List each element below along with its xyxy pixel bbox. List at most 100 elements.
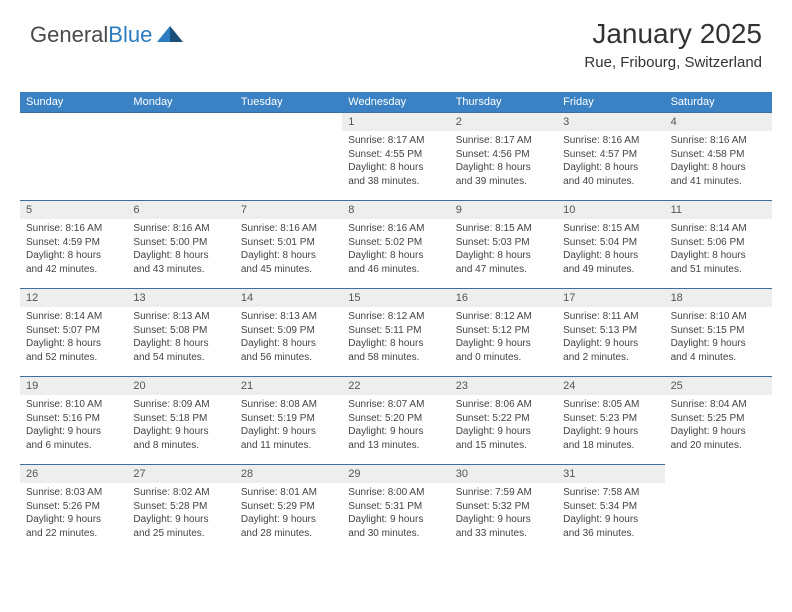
day-cell: 24Sunrise: 8:05 AMSunset: 5:23 PMDayligh… xyxy=(557,376,664,464)
sunrise-line: Sunrise: 8:09 AM xyxy=(133,398,228,412)
day-info: Sunrise: 8:15 AMSunset: 5:03 PMDaylight:… xyxy=(450,219,557,282)
sunset-line: Sunset: 5:19 PM xyxy=(241,412,336,426)
daylight-line1: Daylight: 9 hours xyxy=(563,337,658,351)
sunrise-line: Sunrise: 8:13 AM xyxy=(133,310,228,324)
daylight-line1: Daylight: 9 hours xyxy=(133,425,228,439)
day-cell: 16Sunrise: 8:12 AMSunset: 5:12 PMDayligh… xyxy=(450,288,557,376)
sunset-line: Sunset: 5:34 PM xyxy=(563,500,658,514)
day-number: 15 xyxy=(342,289,449,307)
day-number: 22 xyxy=(342,377,449,395)
day-cell: 22Sunrise: 8:07 AMSunset: 5:20 PMDayligh… xyxy=(342,376,449,464)
day-number: 9 xyxy=(450,201,557,219)
daylight-line1: Daylight: 8 hours xyxy=(671,161,766,175)
day-info: Sunrise: 8:08 AMSunset: 5:19 PMDaylight:… xyxy=(235,395,342,458)
weekday-label: Saturday xyxy=(665,92,772,112)
daylight-line1: Daylight: 9 hours xyxy=(348,425,443,439)
sunrise-line: Sunrise: 8:02 AM xyxy=(133,486,228,500)
day-info: Sunrise: 8:16 AMSunset: 4:59 PMDaylight:… xyxy=(20,219,127,282)
sunrise-line: Sunrise: 7:59 AM xyxy=(456,486,551,500)
calendar: SundayMondayTuesdayWednesdayThursdayFrid… xyxy=(20,92,772,552)
day-number: 12 xyxy=(20,289,127,307)
day-info: Sunrise: 8:13 AMSunset: 5:09 PMDaylight:… xyxy=(235,307,342,370)
sunset-line: Sunset: 4:55 PM xyxy=(348,148,443,162)
sunset-line: Sunset: 4:59 PM xyxy=(26,236,121,250)
day-number: 2 xyxy=(450,113,557,131)
daylight-line1: Daylight: 9 hours xyxy=(671,425,766,439)
daylight-line1: Daylight: 9 hours xyxy=(241,425,336,439)
day-info: Sunrise: 8:12 AMSunset: 5:11 PMDaylight:… xyxy=(342,307,449,370)
daylight-line2: and 20 minutes. xyxy=(671,439,766,453)
day-cell: 9Sunrise: 8:15 AMSunset: 5:03 PMDaylight… xyxy=(450,200,557,288)
day-info: Sunrise: 8:05 AMSunset: 5:23 PMDaylight:… xyxy=(557,395,664,458)
sunset-line: Sunset: 5:09 PM xyxy=(241,324,336,338)
day-info: Sunrise: 7:59 AMSunset: 5:32 PMDaylight:… xyxy=(450,483,557,546)
sunrise-line: Sunrise: 8:12 AM xyxy=(456,310,551,324)
sunrise-line: Sunrise: 8:10 AM xyxy=(26,398,121,412)
daylight-line2: and 43 minutes. xyxy=(133,263,228,277)
sunrise-line: Sunrise: 8:15 AM xyxy=(456,222,551,236)
sunrise-line: Sunrise: 8:16 AM xyxy=(671,134,766,148)
day-number: 10 xyxy=(557,201,664,219)
sunrise-line: Sunrise: 8:16 AM xyxy=(563,134,658,148)
day-info: Sunrise: 8:16 AMSunset: 4:57 PMDaylight:… xyxy=(557,131,664,194)
daylight-line2: and 40 minutes. xyxy=(563,175,658,189)
sunrise-line: Sunrise: 7:58 AM xyxy=(563,486,658,500)
daylight-line2: and 4 minutes. xyxy=(671,351,766,365)
day-info: Sunrise: 8:00 AMSunset: 5:31 PMDaylight:… xyxy=(342,483,449,546)
day-cell: 25Sunrise: 8:04 AMSunset: 5:25 PMDayligh… xyxy=(665,376,772,464)
day-cell: 19Sunrise: 8:10 AMSunset: 5:16 PMDayligh… xyxy=(20,376,127,464)
weekday-label: Tuesday xyxy=(235,92,342,112)
sunset-line: Sunset: 5:02 PM xyxy=(348,236,443,250)
sunset-line: Sunset: 5:12 PM xyxy=(456,324,551,338)
sunrise-line: Sunrise: 8:16 AM xyxy=(241,222,336,236)
sunrise-line: Sunrise: 8:00 AM xyxy=(348,486,443,500)
day-cell: 26Sunrise: 8:03 AMSunset: 5:26 PMDayligh… xyxy=(20,464,127,552)
day-number: 16 xyxy=(450,289,557,307)
day-number: 26 xyxy=(20,465,127,483)
day-info: Sunrise: 8:06 AMSunset: 5:22 PMDaylight:… xyxy=(450,395,557,458)
daylight-line1: Daylight: 9 hours xyxy=(348,513,443,527)
daylight-line1: Daylight: 9 hours xyxy=(26,513,121,527)
day-cell: 29Sunrise: 8:00 AMSunset: 5:31 PMDayligh… xyxy=(342,464,449,552)
sunrise-line: Sunrise: 8:07 AM xyxy=(348,398,443,412)
empty-day-cell xyxy=(235,112,342,200)
sunset-line: Sunset: 5:03 PM xyxy=(456,236,551,250)
sunrise-line: Sunrise: 8:04 AM xyxy=(671,398,766,412)
day-cell: 10Sunrise: 8:15 AMSunset: 5:04 PMDayligh… xyxy=(557,200,664,288)
sunset-line: Sunset: 5:06 PM xyxy=(671,236,766,250)
day-number: 29 xyxy=(342,465,449,483)
day-cell: 8Sunrise: 8:16 AMSunset: 5:02 PMDaylight… xyxy=(342,200,449,288)
daylight-line2: and 2 minutes. xyxy=(563,351,658,365)
daylight-line1: Daylight: 9 hours xyxy=(241,513,336,527)
daylight-line2: and 28 minutes. xyxy=(241,527,336,541)
day-cell: 6Sunrise: 8:16 AMSunset: 5:00 PMDaylight… xyxy=(127,200,234,288)
day-cell: 15Sunrise: 8:12 AMSunset: 5:11 PMDayligh… xyxy=(342,288,449,376)
weekday-label: Wednesday xyxy=(342,92,449,112)
daylight-line2: and 42 minutes. xyxy=(26,263,121,277)
weekday-label: Friday xyxy=(557,92,664,112)
sunset-line: Sunset: 5:28 PM xyxy=(133,500,228,514)
sunset-line: Sunset: 5:18 PM xyxy=(133,412,228,426)
day-number: 18 xyxy=(665,289,772,307)
sunset-line: Sunset: 5:32 PM xyxy=(456,500,551,514)
days-grid: 1Sunrise: 8:17 AMSunset: 4:55 PMDaylight… xyxy=(20,112,772,552)
sunrise-line: Sunrise: 8:16 AM xyxy=(26,222,121,236)
daylight-line1: Daylight: 9 hours xyxy=(563,425,658,439)
day-number: 6 xyxy=(127,201,234,219)
logo-text: GeneralBlue xyxy=(30,22,152,48)
daylight-line1: Daylight: 8 hours xyxy=(563,249,658,263)
day-info: Sunrise: 8:10 AMSunset: 5:16 PMDaylight:… xyxy=(20,395,127,458)
daylight-line2: and 36 minutes. xyxy=(563,527,658,541)
sunrise-line: Sunrise: 8:15 AM xyxy=(563,222,658,236)
daylight-line1: Daylight: 8 hours xyxy=(456,161,551,175)
weekday-header-row: SundayMondayTuesdayWednesdayThursdayFrid… xyxy=(20,92,772,112)
weekday-label: Sunday xyxy=(20,92,127,112)
day-cell: 14Sunrise: 8:13 AMSunset: 5:09 PMDayligh… xyxy=(235,288,342,376)
daylight-line2: and 58 minutes. xyxy=(348,351,443,365)
daylight-line2: and 15 minutes. xyxy=(456,439,551,453)
day-info: Sunrise: 7:58 AMSunset: 5:34 PMDaylight:… xyxy=(557,483,664,546)
sunset-line: Sunset: 5:23 PM xyxy=(563,412,658,426)
daylight-line2: and 22 minutes. xyxy=(26,527,121,541)
daylight-line2: and 46 minutes. xyxy=(348,263,443,277)
daylight-line2: and 45 minutes. xyxy=(241,263,336,277)
